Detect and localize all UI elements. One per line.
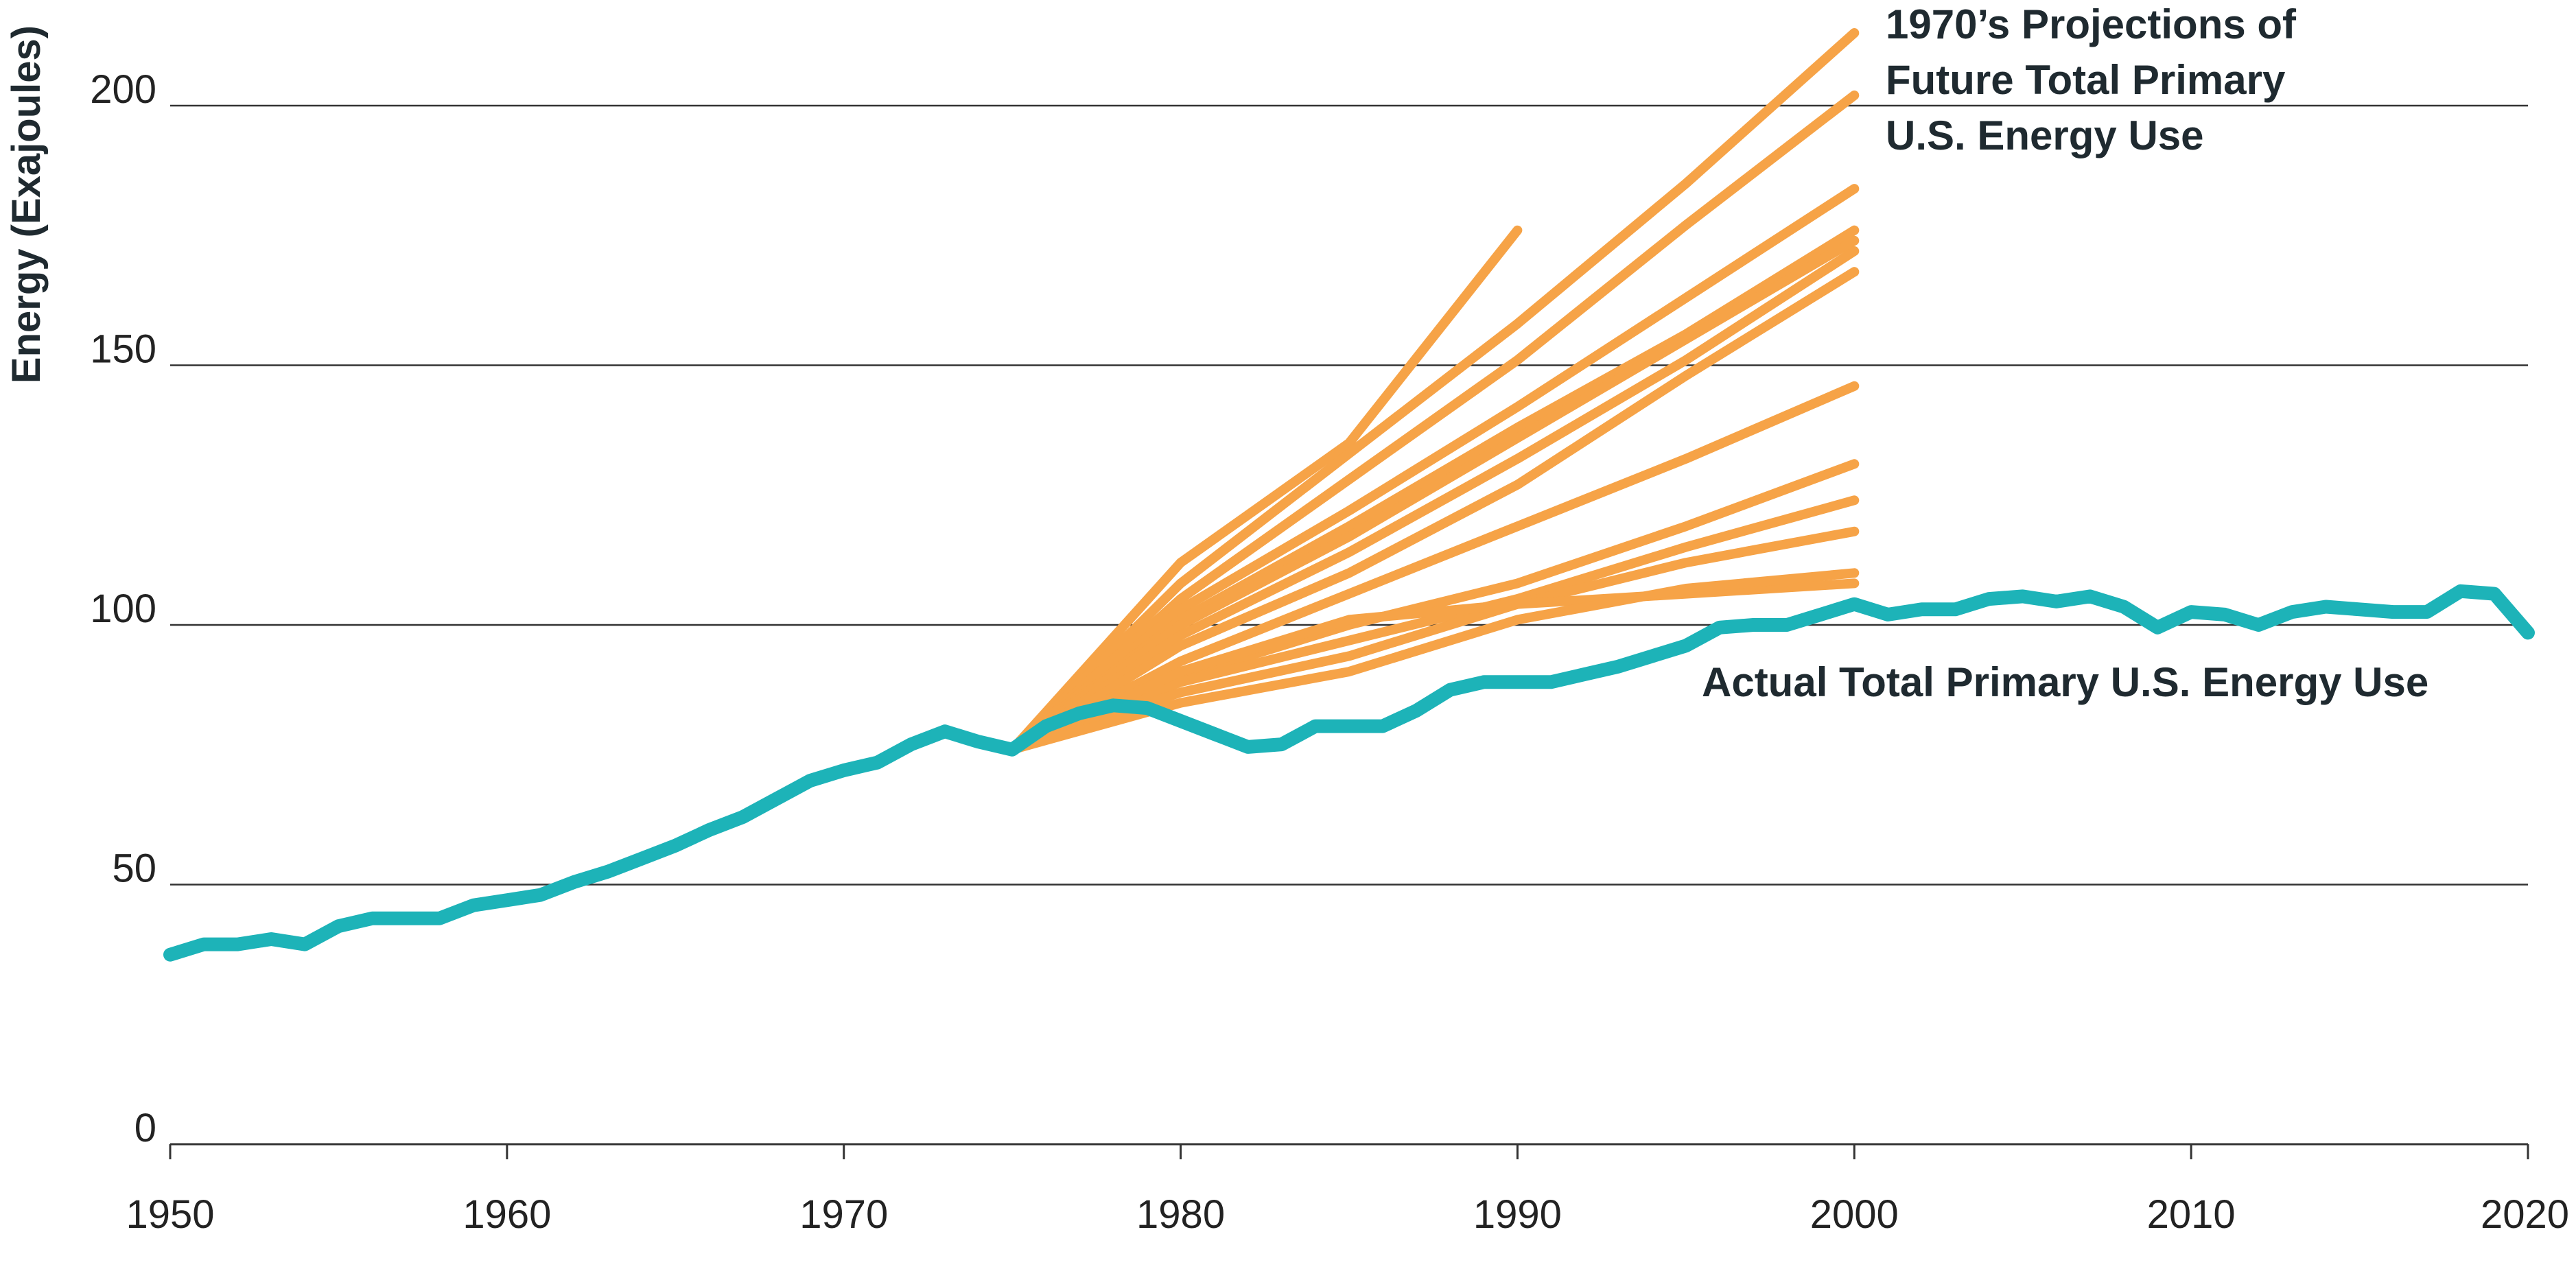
projection-lines bbox=[1007, 28, 1860, 755]
y-tick-label: 150 bbox=[90, 327, 156, 372]
projection-line-8 bbox=[1007, 267, 1860, 755]
actual-energy-line bbox=[163, 584, 2535, 962]
projection-line-2 bbox=[1007, 28, 1860, 755]
projection-line-1 bbox=[1007, 225, 1523, 755]
x-tick-label: 1990 bbox=[1473, 1192, 1562, 1237]
x-tick-label: 1980 bbox=[1136, 1192, 1225, 1237]
projection-line-12 bbox=[1007, 526, 1860, 755]
projection-line-6 bbox=[1007, 235, 1860, 755]
projection-line-13 bbox=[1007, 578, 1860, 755]
y-tick-label: 0 bbox=[134, 1106, 156, 1150]
actual-line bbox=[163, 584, 2535, 962]
x-tick-label: 1960 bbox=[462, 1192, 551, 1237]
actual-annotation: Actual Total Primary U.S. Energy Use bbox=[1702, 659, 2428, 705]
x-tick-label: 1950 bbox=[126, 1192, 214, 1237]
y-tick-label: 50 bbox=[112, 846, 156, 891]
projections-annotation-line-3: U.S. Energy Use bbox=[1886, 113, 2204, 158]
gridlines bbox=[170, 104, 2528, 886]
x-tick-label: 2010 bbox=[2147, 1192, 2236, 1237]
projection-line-9 bbox=[1007, 381, 1860, 755]
projection-line-4 bbox=[1007, 184, 1860, 755]
y-tick-label: 100 bbox=[90, 587, 156, 631]
projections-annotation-line-2: Future Total Primary bbox=[1886, 57, 2286, 103]
y-axis-title: Energy (Exajoules) bbox=[4, 25, 49, 383]
y-tick-label: 200 bbox=[90, 67, 156, 112]
x-tick-label: 1970 bbox=[799, 1192, 888, 1237]
projection-line-3 bbox=[1007, 90, 1860, 755]
x-tick-label: 2020 bbox=[2481, 1192, 2569, 1237]
projections-annotation-line-1: 1970’s Projections of bbox=[1886, 1, 2297, 47]
x-tick-label: 2000 bbox=[1810, 1192, 1899, 1237]
axes: 0 50 100 150 200 1950 1960 1970 1980 1990 2000 2010… bbox=[90, 67, 2569, 1237]
projection-line-7 bbox=[1007, 246, 1860, 755]
projection-line-11 bbox=[1007, 495, 1860, 755]
